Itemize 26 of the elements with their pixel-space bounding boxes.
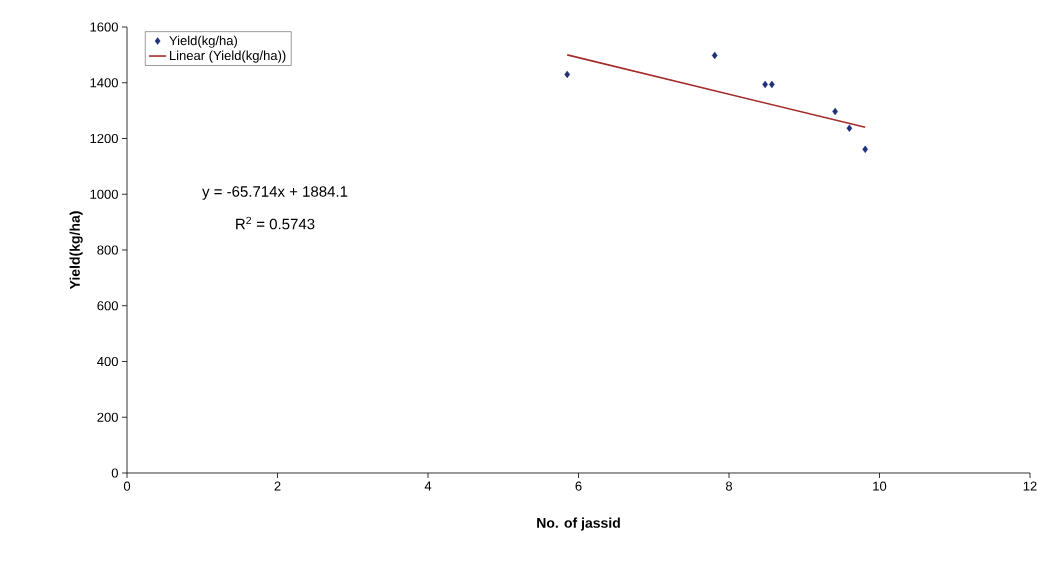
point bbox=[862, 145, 869, 154]
legend-label: Linear (Yield(kg/ha)) bbox=[170, 50, 286, 63]
x-tick-label: 10 bbox=[873, 481, 887, 491]
point bbox=[846, 124, 853, 132]
y-tick-label: 1400 bbox=[90, 78, 118, 88]
annotation: R$^{2}$ = 0.5743 bbox=[236, 216, 315, 230]
x-tick-label: 12 bbox=[1023, 481, 1037, 491]
x-tick-label: 2 bbox=[274, 481, 281, 491]
y-tick-label: 0 bbox=[111, 468, 118, 478]
y-tick-label: 600 bbox=[97, 301, 118, 311]
y-tick-label: 1200 bbox=[90, 133, 118, 144]
y-tick-label: 800 bbox=[97, 245, 118, 255]
x-tick-label: 6 bbox=[575, 481, 582, 491]
y-tick-label: 1000 bbox=[90, 189, 118, 199]
x-tick-label: 8 bbox=[725, 481, 733, 491]
x-tick-label: 0 bbox=[123, 481, 131, 491]
x-axis-title: No. of jassid bbox=[537, 517, 620, 531]
y-tick-label: 1600 bbox=[90, 22, 118, 32]
point bbox=[711, 51, 718, 60]
point bbox=[564, 70, 571, 79]
legend-label: Yield(kg/ha) bbox=[169, 35, 238, 48]
y-tick-label: 400 bbox=[97, 356, 118, 367]
y-tick-label: 200 bbox=[97, 412, 118, 422]
annotation: y = -65.714x + 1884.1 bbox=[202, 186, 348, 200]
x-tick-label: 4 bbox=[424, 481, 432, 491]
y-axis-title: Yield(kg/ha) bbox=[69, 211, 83, 290]
